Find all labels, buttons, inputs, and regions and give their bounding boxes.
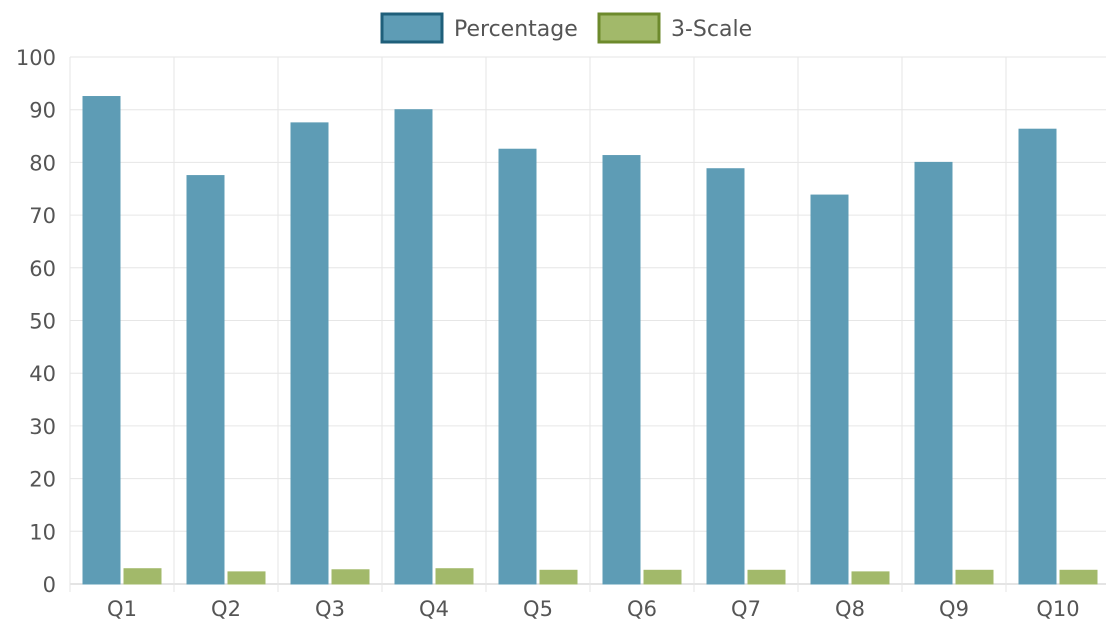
bar-3-scale-q10[interactable]: [1059, 569, 1098, 585]
bar-3-scale-q2[interactable]: [227, 571, 266, 585]
bar-percentage-q8[interactable]: [810, 194, 849, 585]
y-tick-label: 60: [29, 257, 56, 281]
bar-3-scale-q3[interactable]: [331, 569, 370, 585]
y-tick-label: 50: [29, 310, 56, 334]
legend-swatch-3-scale[interactable]: [597, 12, 661, 44]
bar-percentage-q10[interactable]: [1018, 128, 1057, 585]
bar-percentage-q2[interactable]: [186, 175, 225, 585]
y-tick-label: 20: [29, 468, 56, 492]
bar-3-scale-q7[interactable]: [747, 569, 786, 585]
bar-3-scale-q8[interactable]: [851, 571, 890, 585]
y-tick-label: 40: [29, 362, 56, 386]
bar-3-scale-q1[interactable]: [123, 568, 162, 585]
x-tick-label-q3: Q3: [315, 597, 345, 621]
bar-percentage-q7[interactable]: [706, 168, 745, 585]
y-tick-label: 0: [43, 573, 56, 597]
bar-percentage-q4[interactable]: [394, 109, 433, 585]
x-tick-label-q9: Q9: [939, 597, 969, 621]
legend-label-3-scale[interactable]: 3-Scale: [671, 17, 752, 42]
x-tick-label-q10: Q10: [1036, 597, 1079, 621]
bar-percentage-q3[interactable]: [290, 122, 329, 585]
legend-label-percentage[interactable]: Percentage: [454, 17, 578, 42]
y-tick-label: 30: [29, 415, 56, 439]
x-tick-label-q6: Q6: [627, 597, 657, 621]
x-axis-ticks: Q1 Q2 Q3 Q4 Q5 Q6 Q7 Q8 Q9 Q10: [107, 597, 1080, 621]
x-tick-label-q4: Q4: [419, 597, 449, 621]
y-axis-ticks: 0 10 20 30 40 50 60 70 80 90 100: [16, 46, 56, 597]
bar-3-scale-q9[interactable]: [955, 569, 994, 585]
bar-percentage-q1[interactable]: [82, 96, 121, 585]
x-tick-label-q2: Q2: [211, 597, 241, 621]
x-tick-label-q8: Q8: [835, 597, 865, 621]
bar-percentage-q5[interactable]: [498, 148, 537, 585]
y-tick-label: 90: [29, 99, 56, 123]
bar-percentage-q6[interactable]: [602, 155, 641, 585]
y-tick-label: 70: [29, 204, 56, 228]
x-tick-label-q7: Q7: [731, 597, 761, 621]
bar-percentage-q9[interactable]: [914, 161, 953, 585]
grid: [69, 56, 1106, 592]
legend-swatch-percentage[interactable]: [380, 12, 444, 44]
legend: Percentage 3-Scale: [380, 12, 752, 44]
y-tick-label: 100: [16, 46, 56, 70]
x-tick-label-q5: Q5: [523, 597, 553, 621]
y-tick-label: 10: [29, 520, 56, 544]
x-tick-label-q1: Q1: [107, 597, 137, 621]
bar-3-scale-q6[interactable]: [643, 569, 682, 585]
bar-3-scale-q4[interactable]: [435, 568, 474, 585]
bar-3-scale-q5[interactable]: [539, 569, 578, 585]
bars: [82, 96, 1098, 585]
y-tick-label: 80: [29, 151, 56, 175]
